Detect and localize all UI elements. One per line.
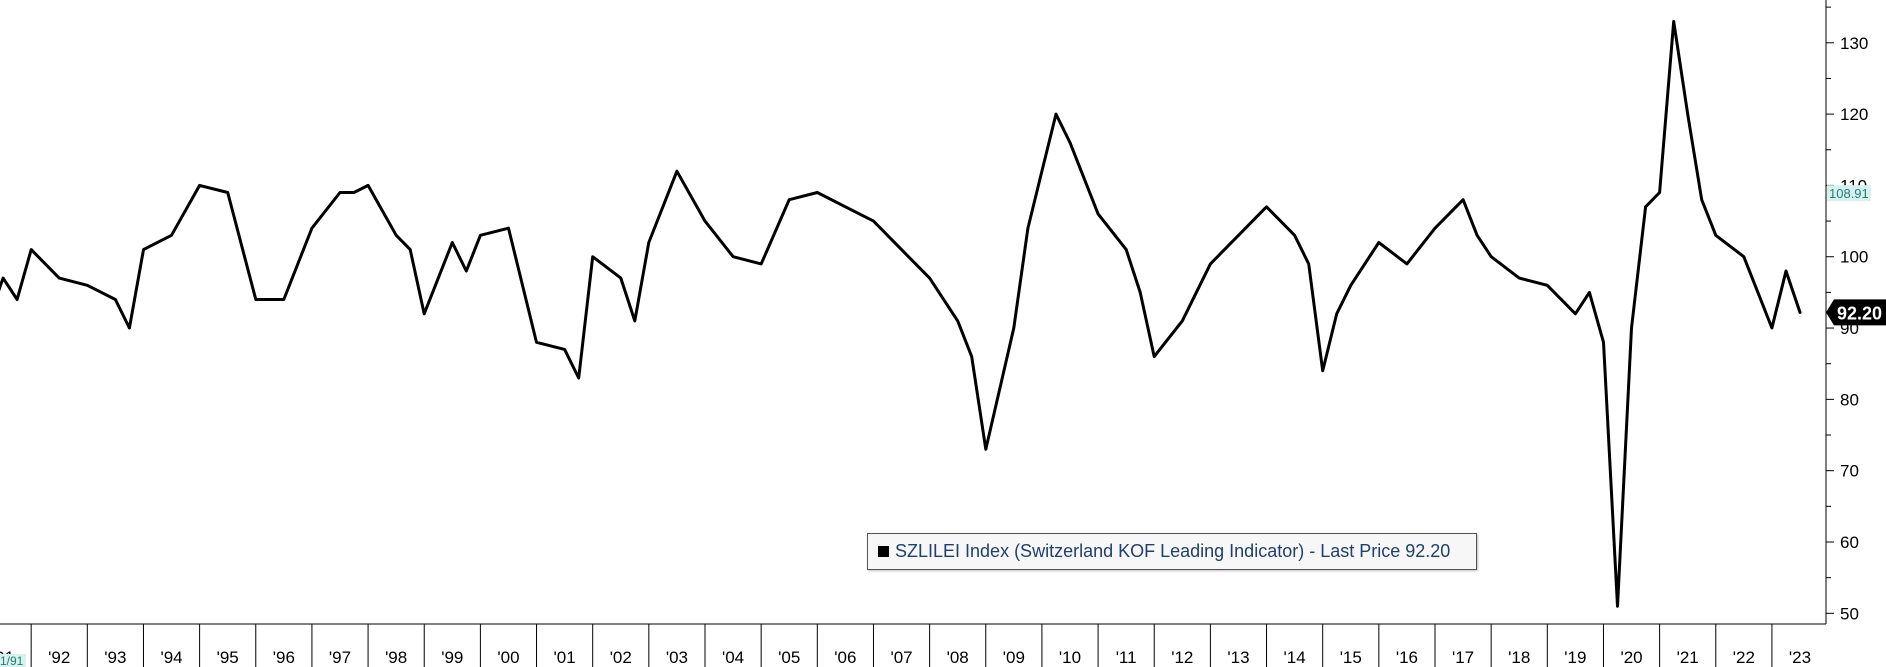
x-tick-label: '08: [947, 648, 969, 667]
x-tick-label: '03: [666, 648, 688, 667]
x-tick-label: '96: [273, 648, 295, 667]
x-tick-label: '97: [329, 648, 351, 667]
last-price-label: 92.20: [1837, 303, 1882, 323]
series-layer: [0, 19, 1802, 608]
start-date-bg: [0, 654, 26, 667]
y-tick-label: 70: [1840, 462, 1859, 481]
y-tick-label: 100: [1840, 248, 1868, 267]
legend-swatch: [878, 546, 889, 557]
x-tick-label: '11: [1116, 648, 1137, 667]
marker-value-bg: [1827, 185, 1871, 202]
x-tick-label: '14: [1284, 648, 1306, 667]
y-tick-label: 60: [1840, 533, 1859, 552]
x-tick-label: '06: [834, 648, 856, 667]
legend: SZLILEI Index (Switzerland KOF Leading I…: [867, 533, 1477, 570]
x-tick-label: '10: [1059, 648, 1081, 667]
x-tick-label: '93: [104, 648, 126, 667]
y-tick-label: 50: [1840, 604, 1859, 623]
series-line: [0, 19, 1802, 608]
x-tick-label: '95: [217, 648, 239, 667]
x-tick-label: '12: [1171, 648, 1193, 667]
x-tick-label: '92: [48, 648, 70, 667]
x-tick-label: '01: [554, 648, 576, 667]
x-tick-label: '18: [1508, 648, 1530, 667]
x-tick-label: '15: [1340, 648, 1362, 667]
marker-value-label: 108.91: [1829, 186, 1869, 201]
x-tick-label: '17: [1452, 648, 1474, 667]
x-tick-label: '21: [1677, 648, 1699, 667]
x-tick-label: '94: [160, 648, 182, 667]
y-axis: 5060708090100110120130: [1825, 0, 1868, 624]
x-tick-label: '99: [441, 648, 463, 667]
x-tick-label: '13: [1227, 648, 1249, 667]
legend-text: SZLILEI Index (Switzerland KOF Leading I…: [895, 541, 1451, 561]
y-tick-label: 120: [1840, 105, 1868, 124]
x-axis: '91'92'93'94'95'96'97'98'99'00'01'02'03'…: [0, 623, 1826, 667]
x-tick-label: '00: [497, 648, 519, 667]
x-tick-label: '23: [1789, 648, 1811, 667]
x-tick-label: '19: [1564, 648, 1586, 667]
x-axis-ticks: '91'92'93'94'95'96'97'98'99'00'01'02'03'…: [0, 624, 1811, 667]
x-tick-label: '09: [1003, 648, 1025, 667]
x-tick-label: '05: [778, 648, 800, 667]
x-tick-label: '02: [610, 648, 632, 667]
x-tick-label: '04: [722, 648, 744, 667]
x-tick-label: '07: [890, 648, 912, 667]
y-axis-ticks: 5060708090100110120130: [1826, 6, 1868, 623]
last-price-tag: [1826, 299, 1886, 326]
y-tick-label: 130: [1840, 34, 1868, 53]
x-tick-label: '16: [1396, 648, 1418, 667]
x-tick-label: '22: [1733, 648, 1755, 667]
x-tick-label: '20: [1620, 648, 1642, 667]
x-tick-label: '98: [385, 648, 407, 667]
y-tick-label: 80: [1840, 390, 1859, 409]
axis-value-labels: 92.20 108.91 1/91: [0, 185, 1886, 667]
start-date-label: 1/91: [0, 654, 24, 667]
